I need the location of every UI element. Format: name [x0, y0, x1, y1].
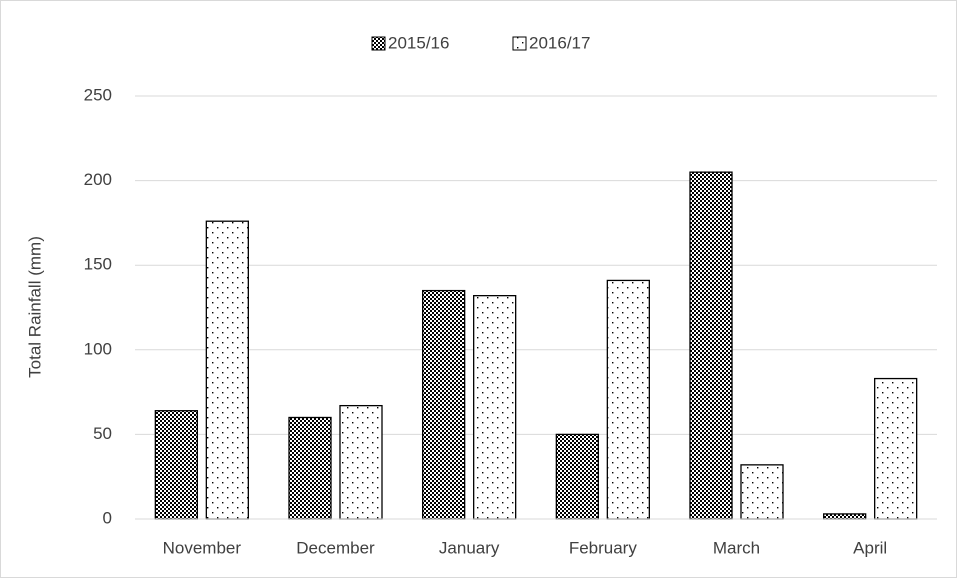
bar — [874, 377, 918, 520]
legend-swatch — [371, 36, 386, 51]
bar — [473, 295, 517, 520]
legend-label: 2015/16 — [388, 33, 449, 52]
x-tick-label: March — [713, 538, 760, 557]
x-tick-label: December — [296, 538, 375, 557]
bar — [339, 404, 383, 520]
bar — [154, 410, 198, 520]
y-tick-label: 200 — [84, 170, 112, 189]
y-tick-label: 100 — [84, 339, 112, 358]
bar — [740, 464, 784, 520]
bar — [606, 279, 650, 520]
bar — [555, 433, 599, 520]
legend-label: 2016/17 — [529, 33, 590, 52]
y-tick-label: 50 — [93, 424, 112, 443]
x-tick-label: April — [853, 538, 887, 557]
y-tick-label: 0 — [103, 508, 112, 527]
legend-swatch — [512, 36, 527, 51]
y-axis-label: Total Rainfall (mm) — [25, 236, 44, 378]
bar — [689, 171, 733, 520]
y-tick-label: 250 — [84, 85, 112, 104]
y-tick-label: 150 — [84, 255, 112, 274]
x-tick-label: November — [163, 538, 242, 557]
bar — [288, 416, 332, 520]
bar — [422, 289, 466, 520]
x-tick-label: January — [439, 538, 500, 557]
bar — [823, 513, 867, 520]
x-tick-label: February — [569, 538, 638, 557]
bar — [205, 220, 249, 520]
